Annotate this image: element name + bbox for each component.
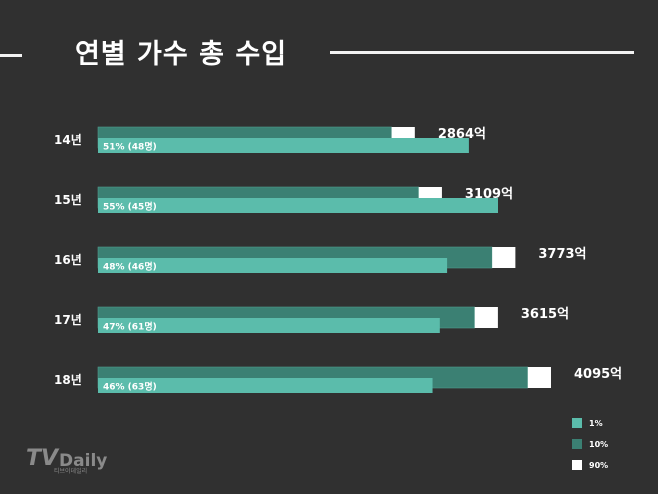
legend-label-90pct: 90% (589, 460, 609, 470)
page-title: 연별 가수 총 수입 (74, 39, 288, 70)
share-label: 47% (61명) (103, 321, 157, 333)
legend-item-1pct: 1% (572, 418, 603, 428)
total-value-label: 4095억 (574, 367, 622, 382)
share-label: 46% (63명) (103, 381, 157, 393)
title-rule-right (330, 51, 634, 54)
category-label: 18년 (54, 373, 82, 387)
category-label: 17년 (54, 313, 82, 327)
legend-label-1pct: 1% (589, 418, 603, 428)
bar-segment-1pct (98, 258, 448, 273)
bar-segment-90pct (527, 367, 551, 388)
bar-segment-90pct (492, 247, 516, 268)
category-label: 15년 (54, 193, 82, 207)
legend-swatch-10pct (572, 439, 582, 449)
logo-sub-text: 티브이데일리 (54, 468, 88, 475)
bar-segment-1pct (98, 378, 433, 393)
legend-label-10pct: 10% (589, 439, 609, 449)
total-value-label: 3109억 (465, 187, 513, 202)
total-value-label: 3773억 (538, 247, 586, 262)
legend-swatch-90pct (572, 460, 582, 470)
logo-tv-text: TV (26, 446, 59, 471)
share-label: 48% (46명) (103, 261, 157, 273)
bar-segment-1pct (98, 198, 498, 213)
bar-segment-1pct (98, 138, 469, 153)
title-rule-left (0, 54, 22, 57)
legend-swatch-1pct (572, 418, 582, 428)
bar-segment-90pct (474, 307, 498, 328)
total-value-label: 3615억 (521, 307, 569, 322)
share-label: 51% (48명) (103, 141, 157, 153)
category-label: 14년 (54, 133, 82, 147)
legend-item-90pct: 90% (572, 460, 608, 470)
tvdaily-logo: TV Daily 티브이데일리 (26, 446, 108, 476)
share-label: 55% (45명) (103, 201, 157, 213)
total-value-label: 2864억 (438, 127, 486, 142)
category-label: 16년 (54, 253, 82, 267)
bar-segment-1pct (98, 318, 440, 333)
legend-item-10pct: 10% (572, 439, 608, 449)
logo-daily-text: Daily (59, 451, 108, 471)
